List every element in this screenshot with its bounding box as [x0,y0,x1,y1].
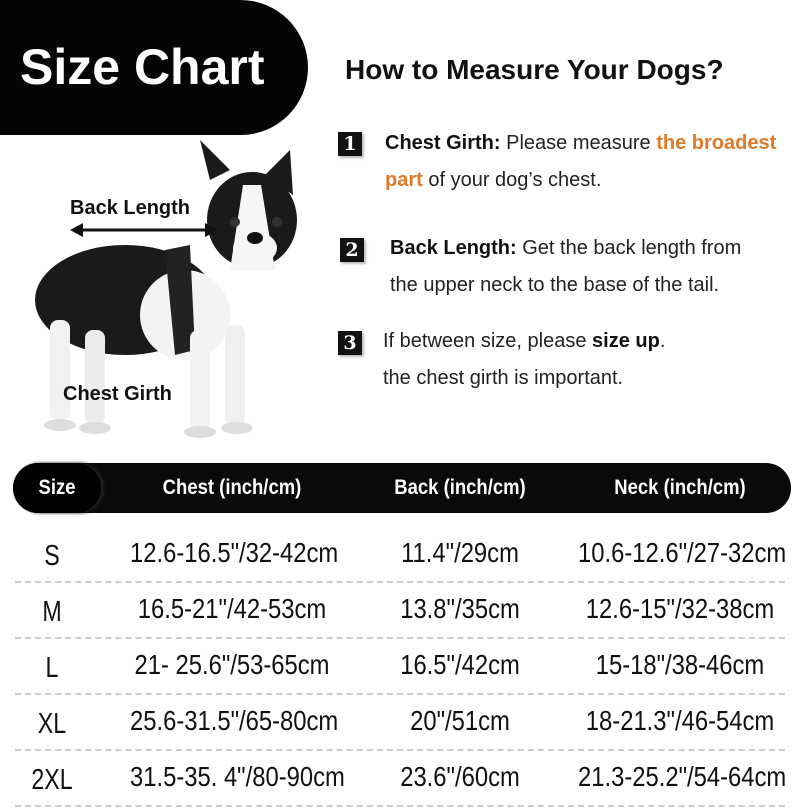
step-1-line-2: part of your dog’s chest. [385,169,601,192]
chest-girth-label: Chest Girth [63,383,172,405]
size-cell: M [42,596,62,628]
back-cell: 16.5"/42cm [400,649,520,680]
chest-cell: 12.6-16.5"/32-42cm [130,537,339,568]
step-number-1: 1 [338,132,362,156]
row-divider [15,581,785,583]
step-number-3: 3 [338,331,362,355]
step-1-highlight: the broadest [656,132,777,154]
neck-cell: 15-18"/38-46cm [595,649,765,680]
back-length-label: Back Length [70,197,191,219]
chest-cell: 16.5-21"/42-53cm [137,593,327,624]
step-1-text-2: of your dog’s chest. [422,169,602,191]
neck-cell: 10.6-12.6"/27-32cm [578,537,787,568]
row-divider [15,693,785,695]
neck-cell: 12.6-15"/32-38cm [585,593,775,624]
step-1-line-1: Chest Girth: Please measure the broadest [385,132,776,155]
back-cell: 23.6"/60cm [400,761,520,792]
neck-cell: 18-21.3"/46-54cm [585,705,775,736]
table-row: 2XL 31.5-35. 4"/80-90cm 23.6"/60cm 21.3-25.… [0,749,800,805]
dog-illustration [35,140,297,438]
step-1-text: Please measure [500,132,657,154]
header-chest: Chest (inch/cm) [162,476,302,499]
banner-title: Size Chart [20,39,265,95]
row-divider [15,805,785,807]
table-header-size-cell [13,463,101,513]
step-2-label: Back Length: [390,237,517,259]
header-neck: Neck (inch/cm) [614,476,746,499]
table-row: M 16.5-21"/42-53cm 13.8"/35cm 12.6-15"/32-3… [0,581,800,637]
step-number-2: 2 [340,238,364,262]
step-2-line-2: the upper neck to the base of the tail. [390,274,720,296]
back-cell: 13.8"/35cm [400,593,520,624]
table-row: S 12.6-16.5"/32-42cm 11.4"/29cm 10.6-12.6"/… [0,525,800,581]
size-cell: S [44,540,60,572]
row-divider [15,749,785,751]
instructions-title: How to Measure Your Dogs? [345,54,724,85]
header-back: Back (inch/cm) [394,476,526,499]
size-cell: 2XL [31,764,73,796]
step-3-text: If between size, please [383,330,593,352]
table-row: XL 25.6-31.5"/65-80cm 20"/51cm 18-21.3"/46-… [0,693,800,749]
chest-cell: 25.6-31.5"/65-80cm [130,705,339,736]
row-divider [15,637,785,639]
table-row: L 21- 25.6"/53-65cm 16.5"/42cm 15-18"/38-46… [0,637,800,693]
table-header-bar [13,463,791,513]
size-cell: L [45,652,59,684]
chest-cell: 21- 25.6"/53-65cm [134,649,330,680]
neck-cell: 21.3-25.2"/54-64cm [578,761,787,792]
size-cell: XL [37,708,67,740]
step-3-line-2: the chest girth is important. [383,367,624,389]
step-2-line-1: Back Length: Get the back length from [390,237,741,260]
step-3-bold: size up [592,330,660,352]
step-3-line-1: If between size, please size up. [383,330,665,353]
step-3-period: . [659,330,666,352]
header-size: Size [38,476,76,499]
title-banner [0,0,308,135]
back-cell: 11.4"/29cm [401,537,519,568]
back-cell: 20"/51cm [410,705,510,736]
step-1-label: Chest Girth: [385,132,501,154]
step-1-highlight-2: part [385,169,423,191]
chest-cell: 31.5-35. 4"/80-90cm [130,761,345,792]
step-2-text: Get the back length from [516,237,742,259]
